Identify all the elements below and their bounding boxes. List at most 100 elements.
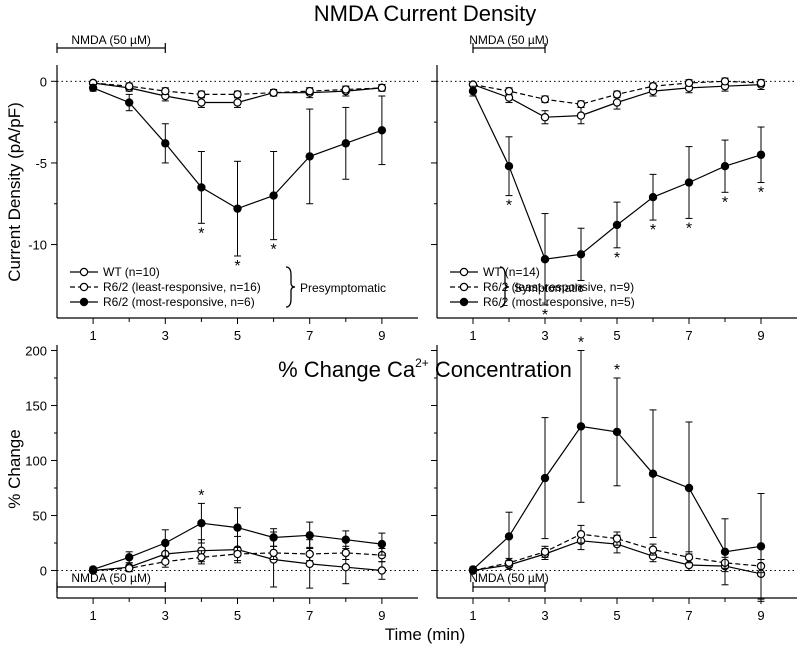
data-point bbox=[576, 111, 586, 120]
x-tick-label: 1 bbox=[469, 328, 476, 343]
legend-marker bbox=[79, 282, 89, 292]
x-tick-label: 9 bbox=[378, 328, 385, 343]
data-point bbox=[269, 548, 278, 558]
legend: WT (n=10)R6/2 (least-responsive, n=16)R6… bbox=[70, 265, 386, 309]
significance-marker: * bbox=[234, 258, 240, 275]
data-point bbox=[720, 547, 730, 557]
legend-marker bbox=[459, 267, 469, 277]
data-point bbox=[269, 88, 278, 97]
group-label: Symptomatic bbox=[514, 281, 583, 295]
bottom-title-superscript: 2+ bbox=[415, 356, 429, 370]
significance-marker: * bbox=[614, 362, 620, 379]
data-point bbox=[305, 559, 314, 569]
significance-marker: * bbox=[686, 220, 692, 237]
data-point bbox=[540, 95, 550, 104]
data-point bbox=[305, 86, 314, 96]
y-tick-label: 100 bbox=[25, 454, 47, 469]
y-tick-label: 0 bbox=[40, 74, 47, 89]
significance-marker: * bbox=[650, 222, 656, 239]
data-point bbox=[504, 161, 514, 171]
data-point bbox=[648, 82, 658, 91]
data-point bbox=[504, 532, 514, 541]
data-point bbox=[468, 565, 478, 574]
data-point bbox=[233, 204, 242, 213]
data-point bbox=[612, 98, 622, 107]
data-point bbox=[197, 90, 206, 99]
data-point bbox=[341, 535, 350, 544]
data-point bbox=[720, 161, 730, 171]
y-tick-label: 0 bbox=[40, 564, 47, 579]
data-point bbox=[684, 553, 694, 562]
legend-entry: R6/2 (most-responsive, n=6) bbox=[103, 295, 255, 309]
data-point bbox=[124, 98, 134, 107]
significance-marker: * bbox=[270, 242, 276, 259]
data-point bbox=[161, 86, 170, 96]
data-point bbox=[648, 469, 658, 478]
x-tick-label: 5 bbox=[234, 608, 241, 623]
data-point bbox=[233, 90, 242, 99]
legend-brace bbox=[499, 266, 510, 308]
data-point bbox=[576, 530, 586, 539]
data-point bbox=[124, 553, 134, 562]
legend: WT (n=14)R6/2 (least-responsive, n=9)R6/… bbox=[450, 265, 635, 309]
nmda-bar-label: NMDA (50 µM) bbox=[469, 571, 549, 585]
data-point bbox=[377, 539, 387, 549]
x-tick-label: 7 bbox=[306, 608, 313, 623]
data-point bbox=[576, 99, 586, 109]
data-point bbox=[720, 77, 730, 86]
data-point bbox=[197, 183, 206, 192]
bottom-title-rest: Concentration bbox=[429, 357, 572, 382]
data-point bbox=[269, 191, 278, 200]
significance-marker: * bbox=[614, 250, 620, 267]
data-point bbox=[161, 538, 170, 548]
x-tick-label: 3 bbox=[541, 608, 548, 623]
legend-entry: R6/2 (least-responsive, n=9) bbox=[483, 280, 634, 294]
significance-marker: * bbox=[542, 307, 548, 324]
panel-bottom-left: 1 3 5 7 9 0 50 100 150 200 NMDA (50 µM) * bbox=[25, 344, 418, 623]
series-1 bbox=[468, 77, 766, 109]
x-tick-label: 1 bbox=[469, 608, 476, 623]
data-point bbox=[468, 86, 478, 96]
significance-marker: * bbox=[758, 185, 764, 202]
data-point bbox=[233, 523, 242, 532]
data-point bbox=[377, 566, 387, 575]
bottom-title-main: % Change Ca bbox=[278, 357, 416, 382]
significance-marker: * bbox=[506, 198, 512, 215]
data-point bbox=[612, 534, 622, 543]
nmda-application-bar: NMDA (50 µM) bbox=[56, 33, 166, 53]
x-tick-label: 5 bbox=[613, 608, 620, 623]
x-tick-label: 7 bbox=[685, 328, 692, 343]
significance-marker: * bbox=[578, 282, 584, 299]
data-point bbox=[612, 427, 622, 437]
data-point bbox=[341, 548, 350, 558]
data-point bbox=[305, 531, 314, 540]
x-tick-label: 9 bbox=[757, 328, 764, 343]
series-2: * * * bbox=[88, 83, 387, 275]
x-tick-label: 1 bbox=[89, 608, 96, 623]
data-point bbox=[377, 126, 387, 135]
data-point bbox=[88, 565, 98, 574]
nmda-bar-label: NMDA (50 µM) bbox=[71, 33, 151, 47]
data-point bbox=[540, 547, 550, 557]
data-point bbox=[161, 557, 170, 566]
significance-marker: * bbox=[198, 487, 204, 504]
data-point bbox=[576, 250, 586, 259]
data-point bbox=[197, 98, 206, 107]
nmda-application-bar: NMDA (50 µM) bbox=[56, 571, 166, 592]
data-point bbox=[612, 90, 622, 99]
data-point bbox=[161, 139, 170, 148]
data-point bbox=[684, 78, 694, 88]
x-axis-label: Time (min) bbox=[385, 625, 466, 644]
data-point bbox=[305, 152, 314, 161]
nmda-bar-label: NMDA (50 µM) bbox=[469, 33, 549, 47]
bottom-title: % Change Ca2+ Concentration bbox=[278, 356, 572, 382]
series-2: ** bbox=[468, 335, 766, 600]
top-y-label: Current Density (pA/pF) bbox=[5, 102, 24, 282]
series-2: * bbox=[88, 487, 387, 574]
significance-marker: * bbox=[198, 225, 204, 242]
data-point bbox=[88, 83, 98, 93]
